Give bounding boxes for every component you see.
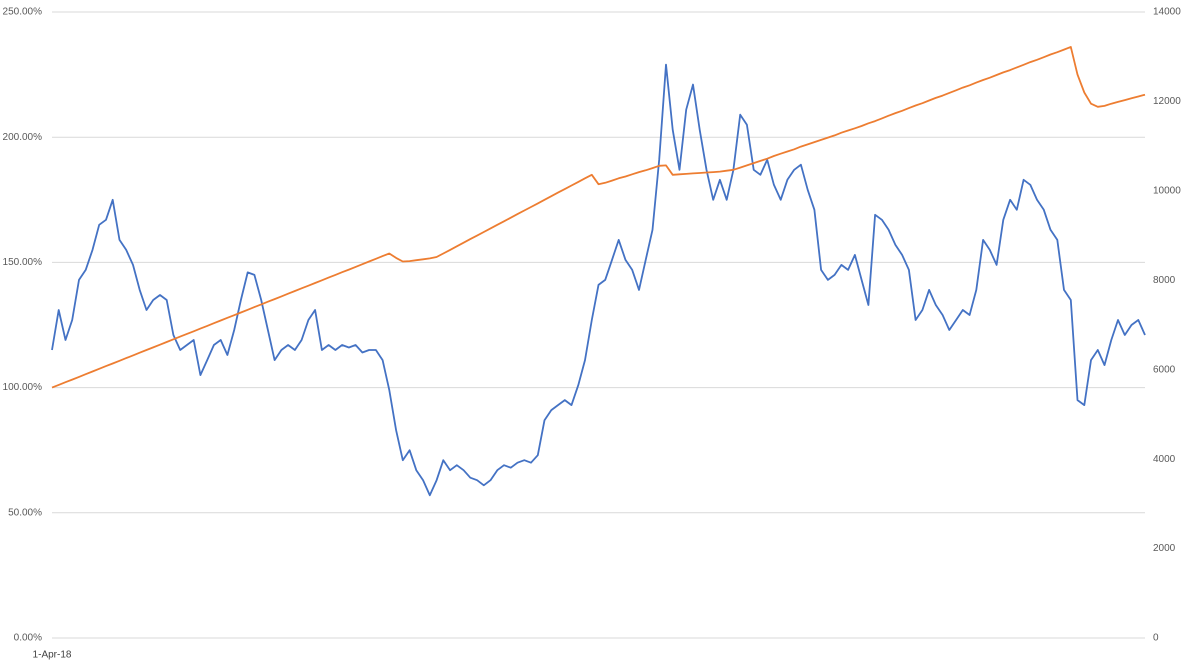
y2-tick-label: 4000 xyxy=(1153,454,1176,465)
y2-tick-label: 8000 xyxy=(1153,275,1176,286)
y-tick-label: 50.00% xyxy=(8,507,42,518)
y-tick-label: 150.00% xyxy=(3,257,43,268)
y-tick-label: 200.00% xyxy=(3,132,43,143)
y2-tick-label: 6000 xyxy=(1153,364,1176,375)
y2-tick-label: 12000 xyxy=(1153,96,1181,107)
y-tick-label: 100.00% xyxy=(3,382,43,393)
x-tick-label: 1-Apr-18 xyxy=(33,650,72,660)
y2-tick-label: 10000 xyxy=(1153,185,1181,196)
y-tick-label: 250.00% xyxy=(3,7,43,18)
y2-tick-label: 14000 xyxy=(1153,7,1181,18)
y-tick-label: 0.00% xyxy=(14,633,42,644)
y2-tick-label: 2000 xyxy=(1153,543,1176,554)
data-line xyxy=(51,63,1146,497)
y2-tick-label: 0 xyxy=(1153,633,1159,644)
data-line xyxy=(51,46,1146,389)
